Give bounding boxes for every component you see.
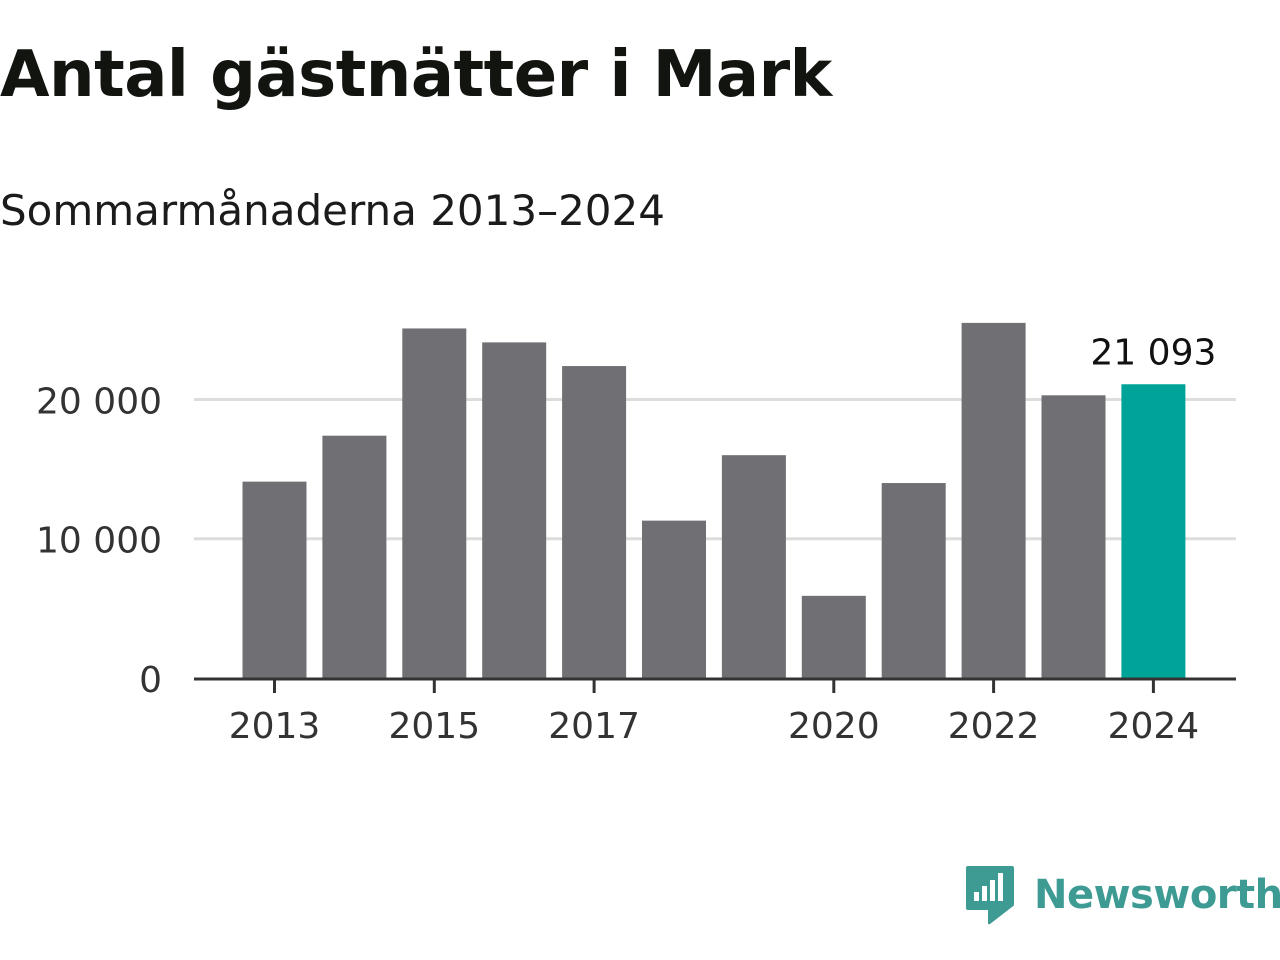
bar-2020 <box>801 595 866 678</box>
brand-name: Newsworthy <box>1034 872 1280 918</box>
bar-2024 <box>1121 384 1186 678</box>
bar-2022 <box>961 322 1026 678</box>
bar-2019 <box>721 455 786 678</box>
y-axis-ticks: 0 10 000 20 000 <box>36 381 162 701</box>
bar-2013 <box>242 481 307 678</box>
bar-2014 <box>322 435 387 678</box>
x-tick-label: 2020 <box>788 706 880 747</box>
chart-title: Antal gästnätter i Mark <box>0 38 832 112</box>
y-tick-label: 20 000 <box>36 381 162 422</box>
y-tick-label: 0 <box>139 660 162 701</box>
brand-logo: Newsworthy <box>964 864 1280 926</box>
x-tick-label: 2024 <box>1108 706 1200 747</box>
newsworthy-logo-icon <box>966 866 1014 925</box>
bar-2023 <box>1041 395 1106 678</box>
bar-2018 <box>642 520 706 678</box>
chart-subtitle: Sommarmånaderna 2013–2024 <box>0 186 665 235</box>
data-label: 21 093 <box>1090 332 1216 373</box>
data-labels: 21 093 <box>1090 332 1216 373</box>
x-tick-label: 2015 <box>388 706 480 747</box>
bars <box>242 322 1186 678</box>
x-axis-ticks: 2013 2015 2017 2020 2022 2024 <box>229 679 1200 747</box>
bar-2016 <box>482 342 547 678</box>
x-tick-label: 2022 <box>948 706 1040 747</box>
y-tick-label: 10 000 <box>36 521 162 562</box>
bar-2017 <box>562 366 627 678</box>
bar-2015 <box>402 328 467 678</box>
bar-2021 <box>881 483 946 678</box>
x-tick-label: 2017 <box>548 706 640 747</box>
x-tick-label: 2013 <box>229 706 321 747</box>
